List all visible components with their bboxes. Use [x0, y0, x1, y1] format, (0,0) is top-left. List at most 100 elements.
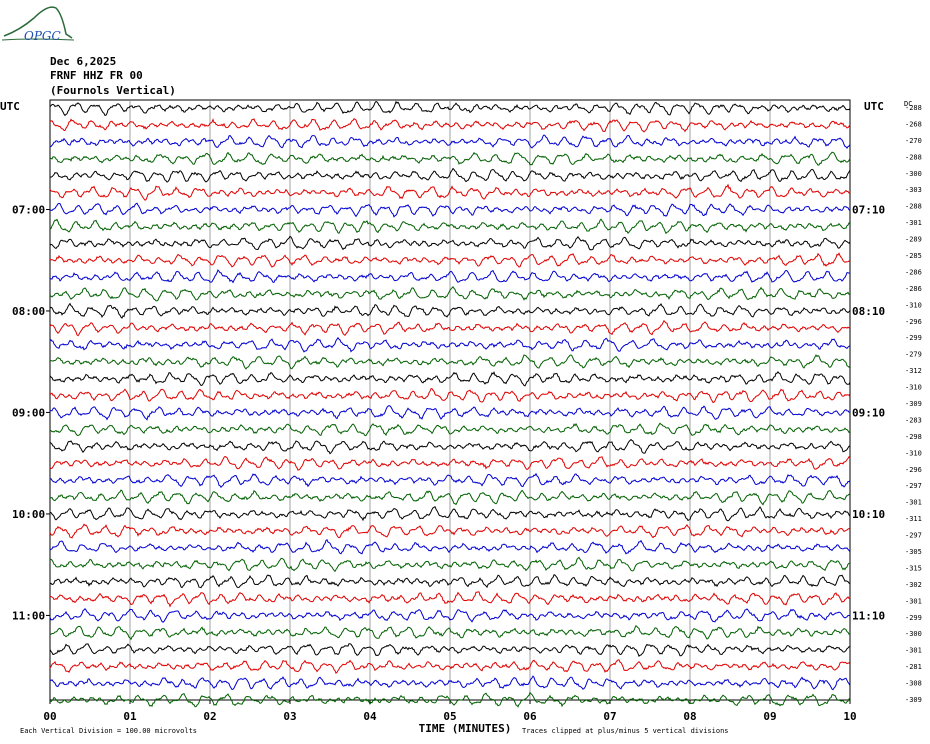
left-hour-label: 08:00 [12, 305, 45, 318]
dc-offset-label: -288 [905, 153, 922, 161]
trace-group [49, 100, 851, 708]
dc-offset-label: -268 [905, 120, 922, 128]
seismic-trace-32 [49, 643, 851, 657]
dc-offset-label: -303 [905, 186, 922, 194]
dc-offset-label: -298 [905, 433, 922, 441]
dc-offset-label: -301 [905, 219, 922, 227]
seismic-trace-34 [49, 675, 851, 691]
x-tick-label: 03 [283, 710, 296, 723]
x-tick-label: 06 [523, 710, 537, 723]
seismic-trace-17 [49, 388, 851, 404]
dc-offset-label: -301 [905, 647, 922, 655]
dc-offset-label: -297 [905, 532, 922, 540]
seismic-trace-2 [49, 134, 851, 149]
seismic-trace-6 [50, 202, 851, 218]
dc-offset-label: -309 [905, 696, 922, 704]
dc-offset-label: -286 [905, 285, 922, 293]
seismic-trace-27 [49, 556, 851, 573]
x-tick-label: 09 [763, 710, 776, 723]
dc-offset-label: -270 [905, 137, 922, 145]
right-hour-label: 07:10 [852, 203, 885, 216]
x-tick-label: 10 [843, 710, 856, 723]
header-location: (Fournols Vertical) [50, 84, 176, 97]
footer-scale-note: Each Vertical Division = 100.00 microvol… [20, 727, 197, 735]
dc-offset-label: -310 [905, 449, 922, 457]
dc-offset-label: -310 [905, 301, 922, 309]
seismic-trace-4 [49, 167, 851, 183]
right-hour-label: 10:10 [852, 508, 885, 521]
dc-offset-label: -309 [905, 400, 922, 408]
seismic-trace-18 [49, 405, 851, 421]
seismic-trace-23 [49, 489, 851, 506]
dc-offset-label: -281 [905, 663, 922, 671]
dc-offset-label: -310 [905, 384, 922, 392]
seismic-trace-7 [49, 218, 851, 235]
dc-offset-label: -301 [905, 597, 922, 605]
dc-offset-label: -283 [905, 416, 922, 424]
dc-offset-label: -289 [905, 236, 922, 244]
dc-offset-label: -315 [905, 564, 922, 572]
header-date: Dec 6,2025 [50, 55, 117, 68]
right-utc-label: UTC [864, 100, 884, 113]
right-hour-label: 09:10 [852, 406, 885, 419]
seismic-trace-28 [49, 574, 851, 589]
opgc-logo: OPGC [1, 6, 75, 43]
dc-offset-label: -297 [905, 482, 922, 490]
seismic-trace-33 [49, 659, 851, 675]
seismic-trace-8 [49, 235, 851, 251]
seismic-trace-16 [49, 371, 851, 387]
dc-offset-label: -300 [905, 170, 922, 178]
seismic-trace-3 [49, 151, 851, 166]
dc-offset-label: -296 [905, 318, 922, 326]
header-station: FRNF HHZ FR 00 [50, 69, 143, 82]
seismic-trace-5 [49, 183, 851, 201]
x-tick-label: 01 [123, 710, 137, 723]
dc-offset-label: -296 [905, 466, 922, 474]
dc-offset-label: -301 [905, 499, 922, 507]
right-hour-label: 08:10 [852, 305, 885, 318]
seismic-trace-13 [49, 319, 851, 337]
axis-labels: 00 01 02 03 04 05 06 07 08 09 10 UTC UTC DC 07:00 08:00… [0, 100, 922, 735]
dc-offset-label: -302 [905, 581, 922, 589]
x-tick-label: 05 [443, 710, 456, 723]
seismic-trace-25 [49, 523, 851, 539]
logo-mountain-curve [3, 6, 73, 39]
seismic-trace-19 [49, 422, 851, 437]
logo-text: OPGC [24, 29, 61, 43]
dc-offset-label: -311 [905, 515, 922, 523]
seismic-trace-31 [49, 624, 851, 641]
seismic-trace-10 [49, 269, 850, 284]
seismic-trace-9 [49, 252, 851, 268]
seismic-trace-12 [49, 302, 851, 319]
dc-offset-label: -279 [905, 351, 922, 359]
dc-offset-label: -288 [905, 203, 922, 211]
x-tick-label: 02 [203, 710, 216, 723]
seismic-trace-30 [49, 608, 851, 623]
dc-offset-label: -286 [905, 268, 922, 276]
right-hour-label: 11:10 [852, 609, 885, 622]
dc-offset-label: -299 [905, 334, 922, 342]
seismic-trace-26 [49, 539, 851, 555]
x-tick-label: 00 [43, 710, 56, 723]
left-utc-label: UTC [0, 100, 20, 113]
dc-offset-label: -299 [905, 614, 922, 622]
x-tick-label: 07 [603, 710, 616, 723]
seismic-trace-22 [49, 472, 851, 489]
seismic-trace-0 [49, 100, 851, 117]
seismic-trace-29 [49, 591, 851, 608]
seismic-trace-15 [49, 354, 851, 370]
seismic-trace-35 [49, 691, 851, 708]
left-hour-label: 07:00 [12, 203, 45, 216]
x-axis-title: TIME (MINUTES) [419, 722, 512, 735]
dc-offset-label: -305 [905, 548, 922, 556]
x-tick-label: 08 [683, 710, 696, 723]
x-tick-label: 04 [363, 710, 377, 723]
dc-offset-label: -288 [905, 104, 922, 112]
seismic-trace-14 [49, 336, 851, 353]
left-hour-label: 10:00 [12, 508, 45, 521]
left-hour-label: 09:00 [12, 406, 45, 419]
seismic-trace-1 [49, 117, 851, 133]
seismic-trace-24 [49, 505, 851, 522]
seismic-trace-21 [49, 455, 851, 471]
